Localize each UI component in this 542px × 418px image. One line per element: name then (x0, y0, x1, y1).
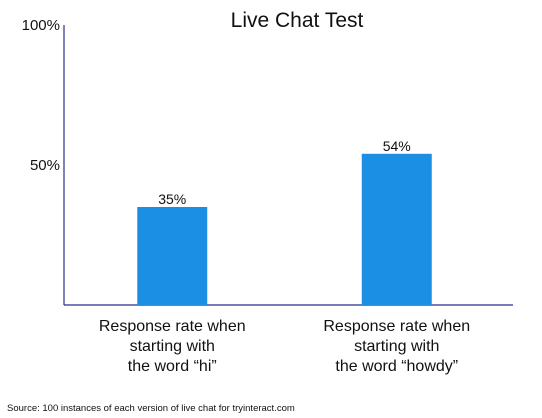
y-tick-label: 50% (30, 157, 60, 174)
x-category-label-line: starting with (130, 338, 215, 355)
chart-source-note: Source: 100 instances of each version of… (7, 403, 295, 414)
x-category-label-line: the word “hi” (128, 358, 217, 375)
bar (361, 153, 432, 305)
bar-value-label: 54% (383, 138, 411, 154)
chart-title: Live Chat Test (231, 9, 364, 32)
bar-value-label: 35% (158, 191, 186, 207)
bar (137, 207, 208, 305)
axes: 50% 100% (22, 17, 513, 306)
labels: 35% Response rate when starting with the wo… (99, 138, 470, 375)
x-category-label-line: Response rate when (99, 318, 246, 335)
y-tick-label: 100% (22, 17, 60, 34)
x-category-label: Response rate when starting with the word … (323, 318, 470, 375)
bars (137, 153, 432, 305)
x-category-label: Response rate when starting with the word … (99, 318, 246, 375)
x-category-label-line: Response rate when (323, 318, 470, 335)
x-category-label-line: the word “howdy” (335, 358, 458, 375)
x-category-label-line: starting with (354, 338, 439, 355)
